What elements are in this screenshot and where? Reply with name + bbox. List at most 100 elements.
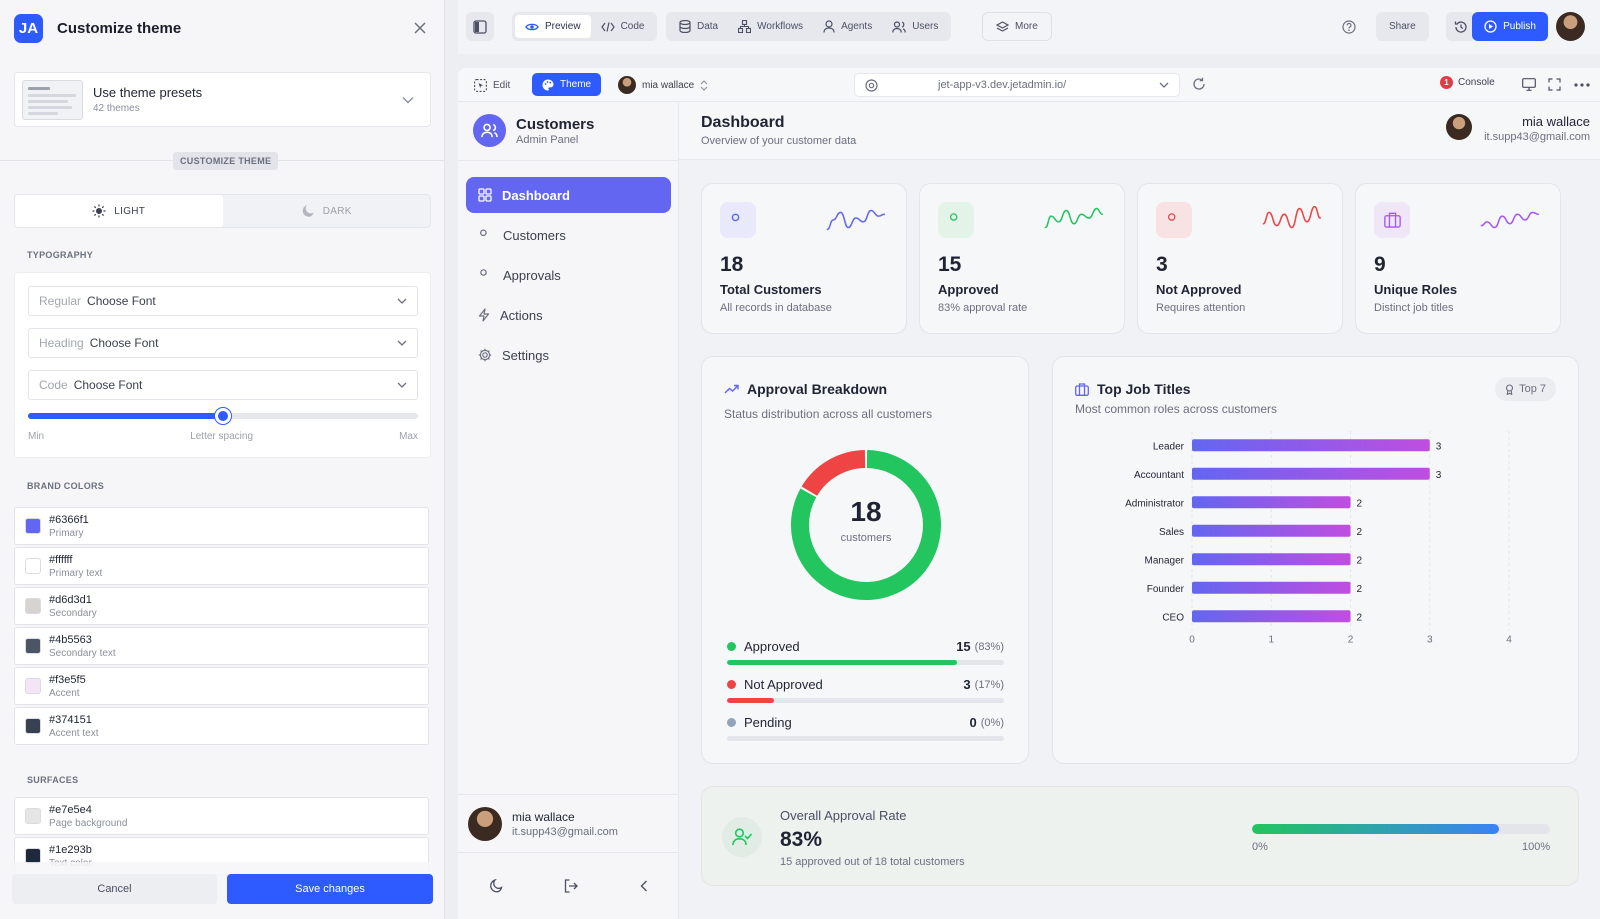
- theme-button[interactable]: Theme: [532, 73, 602, 96]
- sidebar-item-dashboard[interactable]: Dashboard: [466, 177, 671, 213]
- dark-mode-label: DARK: [322, 205, 352, 217]
- preview-label: Preview: [545, 21, 581, 32]
- logout-icon[interactable]: [564, 879, 579, 893]
- sidebar-user[interactable]: mia wallace it.supp43@gmail.com: [458, 794, 679, 852]
- color-swatch[interactable]: [25, 678, 41, 694]
- legend-percent: (17%): [974, 678, 1004, 691]
- data-tab[interactable]: Data: [669, 15, 728, 38]
- users-icon: [473, 114, 506, 147]
- workflows-label: Workflows: [757, 21, 804, 32]
- theme-presets-select[interactable]: Use theme presets 42 themes: [14, 72, 431, 127]
- color-name: Secondary: [49, 607, 97, 619]
- sidebar-user-name: mia wallace: [512, 809, 575, 824]
- color-swatch[interactable]: [25, 558, 41, 574]
- stat-card[interactable]: 9 Unique Roles Distinct job titles: [1355, 183, 1561, 334]
- chevron-left-icon[interactable]: [640, 880, 648, 892]
- user-check-icon: [938, 202, 974, 238]
- save-changes-button[interactable]: Save changes: [227, 874, 433, 904]
- sidebar-item-customers[interactable]: Customers: [466, 217, 671, 253]
- sidebar-item-approvals[interactable]: Approvals: [466, 257, 671, 293]
- light-mode-label: LIGHT: [114, 205, 146, 217]
- stat-card[interactable]: 15 Approved 83% approval rate: [919, 183, 1125, 334]
- toggle-panel-button[interactable]: [466, 12, 494, 41]
- user-x-icon: [1156, 202, 1192, 238]
- color-row[interactable]: #ffffff Primary text: [14, 547, 429, 585]
- bar-value-label: 2: [1357, 527, 1363, 538]
- bar[interactable]: [1192, 610, 1351, 623]
- color-row[interactable]: #e7e5e4 Page background: [14, 797, 429, 835]
- avatar[interactable]: [1556, 12, 1585, 41]
- color-row[interactable]: #d6d3d1 Secondary: [14, 587, 429, 625]
- share-button[interactable]: Share: [1376, 12, 1429, 41]
- sidebar-icon: [473, 19, 487, 34]
- cursor-select-icon: [474, 78, 487, 92]
- cancel-button[interactable]: Cancel: [12, 874, 217, 904]
- briefcase-icon: [1075, 382, 1089, 396]
- sidebar-subtitle: Admin Panel: [516, 133, 579, 146]
- preview-tab[interactable]: Preview: [515, 15, 591, 38]
- donut-slice-approved[interactable]: [791, 450, 941, 600]
- slider-handle[interactable]: [215, 408, 231, 424]
- trending-up-icon: [724, 384, 739, 394]
- legend-progress: [727, 698, 1004, 703]
- color-swatch[interactable]: [25, 638, 41, 654]
- header-user[interactable]: mia wallace it.supp43@gmail.com: [1446, 114, 1590, 143]
- fullscreen-icon[interactable]: [1548, 78, 1561, 91]
- color-swatch[interactable]: [25, 808, 41, 824]
- bar[interactable]: [1192, 553, 1351, 566]
- close-icon[interactable]: [410, 18, 430, 38]
- code-font-select[interactable]: Code Choose Font: [28, 370, 418, 400]
- monitor-icon[interactable]: [1522, 78, 1536, 91]
- url-bar[interactable]: jet-app-v3.dev.jetadmin.io/: [854, 73, 1180, 97]
- edit-button[interactable]: Edit: [468, 74, 516, 96]
- sidebar-item-actions[interactable]: Actions: [466, 297, 671, 333]
- rocket-icon: [1484, 20, 1497, 33]
- letter-spacing-slider[interactable]: [28, 408, 418, 424]
- agents-tab[interactable]: Agents: [813, 15, 882, 38]
- users-icon: [892, 20, 907, 33]
- dark-mode-button[interactable]: DARK: [223, 195, 431, 227]
- heading-font-select[interactable]: Heading Choose Font: [28, 328, 418, 358]
- bar[interactable]: [1192, 496, 1351, 509]
- stat-card[interactable]: 3 Not Approved Requires attention: [1137, 183, 1343, 334]
- sidebar-header: Customers Admin Panel: [473, 114, 594, 147]
- color-row[interactable]: #6366f1 Primary: [14, 507, 429, 545]
- regular-font-select[interactable]: Regular Choose Font: [28, 286, 418, 316]
- top-count-label: Top 7: [1519, 383, 1546, 395]
- history-button[interactable]: [1446, 12, 1475, 41]
- approval-breakdown-title: Approval Breakdown: [747, 381, 888, 397]
- color-hex: #e7e5e4: [49, 803, 92, 816]
- console-button[interactable]: 1 Console: [1440, 76, 1495, 89]
- code-tab[interactable]: Code: [591, 15, 655, 38]
- sidebar-item-settings[interactable]: Settings: [466, 337, 671, 373]
- help-icon[interactable]: [1338, 12, 1360, 41]
- legend-value: 3: [963, 677, 971, 692]
- donut-slice-not-approved[interactable]: [801, 450, 866, 497]
- color-swatch[interactable]: [25, 718, 41, 734]
- color-row[interactable]: #374151 Accent text: [14, 707, 429, 745]
- users-icon: [478, 229, 493, 242]
- color-swatch[interactable]: [25, 598, 41, 614]
- stat-label: Not Approved: [1156, 282, 1242, 297]
- moon-icon[interactable]: [489, 879, 503, 893]
- users-tab[interactable]: Users: [882, 15, 948, 38]
- color-row[interactable]: #4b5563 Secondary text: [14, 627, 429, 665]
- legend-dot: [727, 718, 736, 727]
- user-switcher[interactable]: mia wallace: [618, 74, 708, 96]
- header-user-name: mia wallace: [1522, 114, 1590, 129]
- approval-breakdown-subtitle: Status distribution across all customers: [724, 407, 933, 421]
- workflows-tab[interactable]: Workflows: [728, 15, 813, 38]
- color-swatch[interactable]: [25, 518, 41, 534]
- light-mode-button[interactable]: LIGHT: [15, 195, 223, 227]
- more-button[interactable]: More: [986, 15, 1048, 38]
- reload-icon[interactable]: [1192, 77, 1206, 91]
- bar[interactable]: [1192, 524, 1351, 537]
- bar[interactable]: [1192, 439, 1430, 452]
- more-options-icon[interactable]: [1574, 83, 1590, 87]
- stat-card[interactable]: 18 Total Customers All records in database: [701, 183, 907, 334]
- bar[interactable]: [1192, 467, 1430, 480]
- color-row[interactable]: #f3e5f5 Accent: [14, 667, 429, 705]
- bar[interactable]: [1192, 581, 1351, 594]
- publish-button[interactable]: Publish: [1472, 12, 1548, 41]
- legend-item: Approved 15 (83%): [727, 639, 1004, 665]
